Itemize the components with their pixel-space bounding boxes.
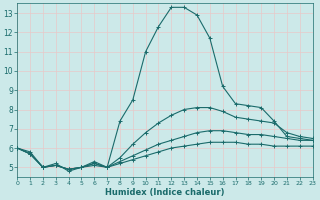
X-axis label: Humidex (Indice chaleur): Humidex (Indice chaleur) xyxy=(105,188,225,197)
